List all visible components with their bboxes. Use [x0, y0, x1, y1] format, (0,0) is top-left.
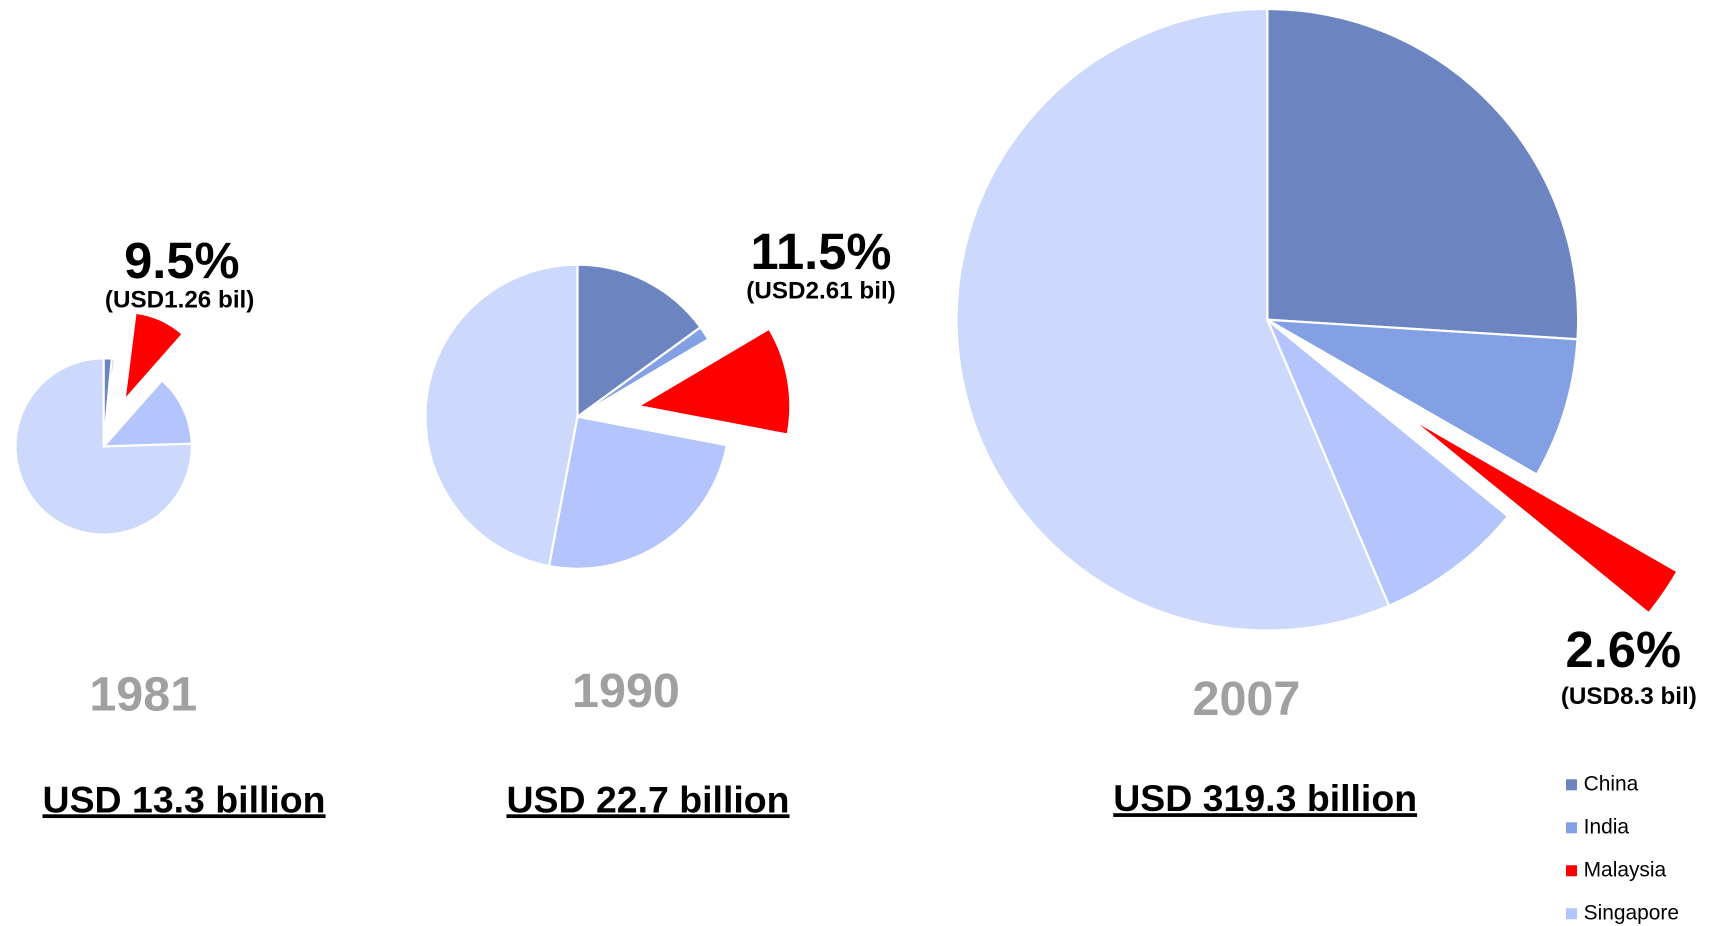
data-label: 2.6% — [1566, 621, 1682, 678]
chart-subtitle: USD 22.7 billion — [506, 778, 789, 820]
pie-slice — [1266, 7, 1580, 341]
pie-slice — [635, 327, 792, 436]
annotation: (USD2.61 bil) — [746, 278, 895, 305]
pie-slice — [955, 7, 1391, 632]
pie-slice — [14, 357, 193, 536]
chart-subtitle: USD 13.3 billion — [43, 778, 326, 820]
pie-slice — [424, 263, 579, 568]
annotation: (USD1.26 bil) — [105, 286, 254, 313]
legend-label: India — [1584, 815, 1630, 838]
pie-slice — [576, 325, 710, 418]
legend-label: Singapore — [1584, 901, 1679, 924]
chart-title: 1990 — [572, 664, 680, 718]
pie-slice — [122, 311, 185, 404]
pie-slice — [576, 263, 703, 419]
chart-title: 1981 — [89, 668, 197, 722]
legend-label: China — [1584, 772, 1639, 795]
pie-slice — [547, 415, 729, 570]
data-label: 11.5% — [751, 223, 892, 280]
pie-slice — [1407, 415, 1679, 615]
pie-slice — [1266, 318, 1579, 477]
legend-label: Malaysia — [1584, 858, 1667, 881]
pie-slice — [101, 378, 193, 448]
data-label: 9.5% — [124, 232, 240, 289]
legend-swatch — [1566, 908, 1578, 920]
chart-title: 2007 — [1192, 672, 1300, 726]
pie-slice — [102, 357, 116, 447]
pie-slice — [1266, 318, 1510, 608]
legend-swatch — [1566, 779, 1578, 791]
chart-subtitle: USD 319.3 billion — [1113, 777, 1417, 819]
legend-swatch — [1566, 822, 1578, 834]
annotation: (USD8.3 bil) — [1561, 683, 1697, 710]
legend-swatch — [1566, 865, 1578, 877]
